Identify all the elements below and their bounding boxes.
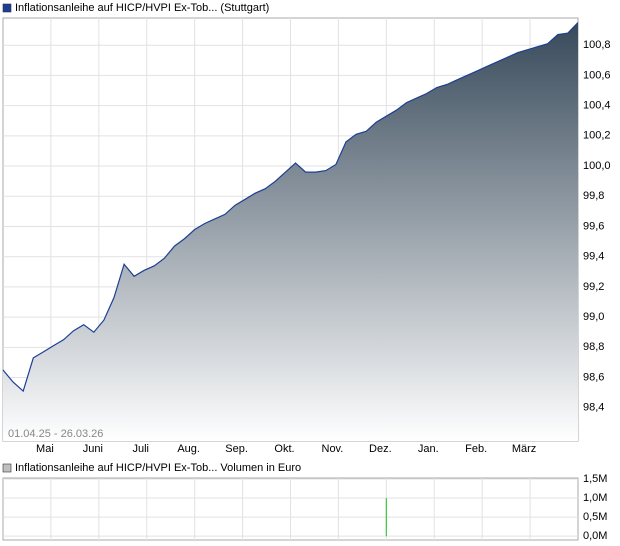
range-label: 01.04.25 - 26.03.26 (8, 428, 103, 440)
x-tick-label: Jan. (418, 443, 439, 455)
y-tick-label: 99,0 (583, 311, 604, 323)
x-tick-label: Juni (83, 443, 103, 455)
y-tick-label: 100,8 (583, 39, 611, 51)
legend-swatch (2, 463, 12, 473)
x-tick-label: Dez. (369, 443, 392, 455)
y-tick-label: 100,4 (583, 100, 611, 112)
y-tick-label: 99,6 (583, 220, 604, 232)
bar (385, 498, 387, 537)
chart-title: Inflationsanleihe auf HICP/HVPI Ex-Tob..… (15, 462, 301, 474)
chart-title: Inflationsanleihe auf HICP/HVPI Ex-Tob..… (15, 2, 269, 14)
x-tick-label: März (512, 443, 536, 455)
y-tick-label: 0,0M (583, 530, 607, 542)
y-tick-label: 100,2 (583, 130, 611, 142)
x-tick-label: Sep. (225, 443, 248, 455)
line (2, 22, 579, 393)
y-tick-label: 1,0M (583, 492, 607, 504)
y-tick-label: 1,5M (583, 473, 607, 485)
y-tick-label: 98,4 (583, 402, 604, 414)
area (3, 22, 578, 441)
y-tick-label: 100,6 (583, 69, 611, 81)
y-tick-label: 100,0 (583, 160, 611, 172)
x-tick-label: Aug. (177, 443, 200, 455)
y-tick-label: 0,5M (583, 511, 607, 523)
x-tick-label: Feb. (465, 443, 487, 455)
y-tick-label: 99,2 (583, 281, 604, 293)
x-tick-label: Okt. (274, 443, 294, 455)
x-tick-label: Juli (132, 443, 149, 455)
x-tick-label: Mai (36, 443, 54, 455)
y-tick-label: 99,4 (583, 251, 604, 263)
y-tick-label: 98,8 (583, 341, 604, 353)
y-tick-label: 99,8 (583, 190, 604, 202)
x-tick-label: Nov. (322, 443, 344, 455)
y-tick-label: 98,6 (583, 371, 604, 383)
legend-swatch (2, 3, 12, 13)
